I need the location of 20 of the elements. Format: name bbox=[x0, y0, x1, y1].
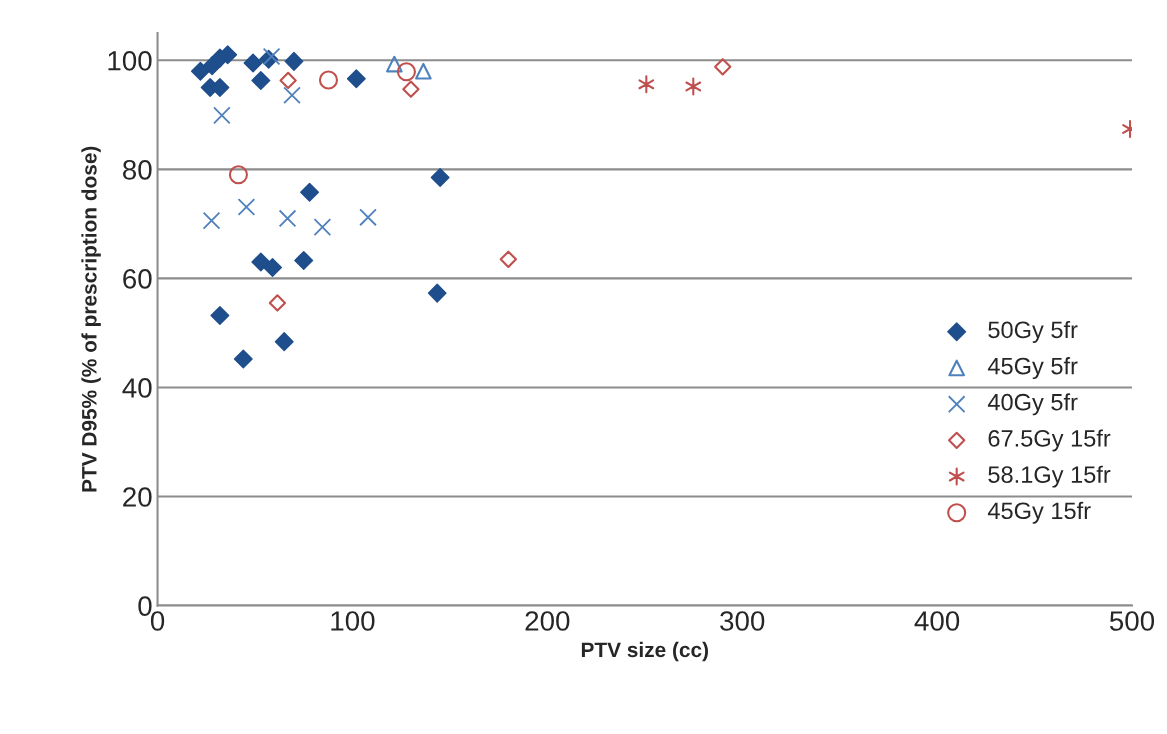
x-tick-label: 500 bbox=[1109, 611, 1155, 631]
y-tick-label: 20 bbox=[123, 487, 152, 507]
y-tick-label: 100 bbox=[108, 50, 152, 71]
legend-label: 45Gy 15fr bbox=[987, 501, 1091, 524]
legend-label: 67.5Gy 15fr bbox=[988, 429, 1111, 452]
x-tick-label: 400 bbox=[914, 611, 960, 631]
x-tick-label: 100 bbox=[331, 611, 375, 631]
x-axis-title: PTV size (cc) bbox=[581, 641, 708, 662]
x-tick-label: 300 bbox=[720, 611, 765, 631]
legend-label: 50Gy 5fr bbox=[988, 320, 1078, 343]
y-tick-label: 80 bbox=[123, 160, 152, 180]
legend-label: 45Gy 5fr bbox=[987, 357, 1078, 380]
x-tick-label: 0 bbox=[150, 611, 165, 631]
x-tick-label: 200 bbox=[525, 611, 570, 631]
y-tick-label: 40 bbox=[122, 378, 152, 398]
y-axis-title: PTV D95% (% of prescription dose) bbox=[81, 146, 101, 492]
y-tick-label: 60 bbox=[123, 269, 152, 289]
y-tick-label: 0 bbox=[138, 596, 152, 616]
legend-label: 40Gy 5fr bbox=[987, 393, 1078, 416]
legend-label: 58.1Gy 15fr bbox=[988, 465, 1111, 488]
